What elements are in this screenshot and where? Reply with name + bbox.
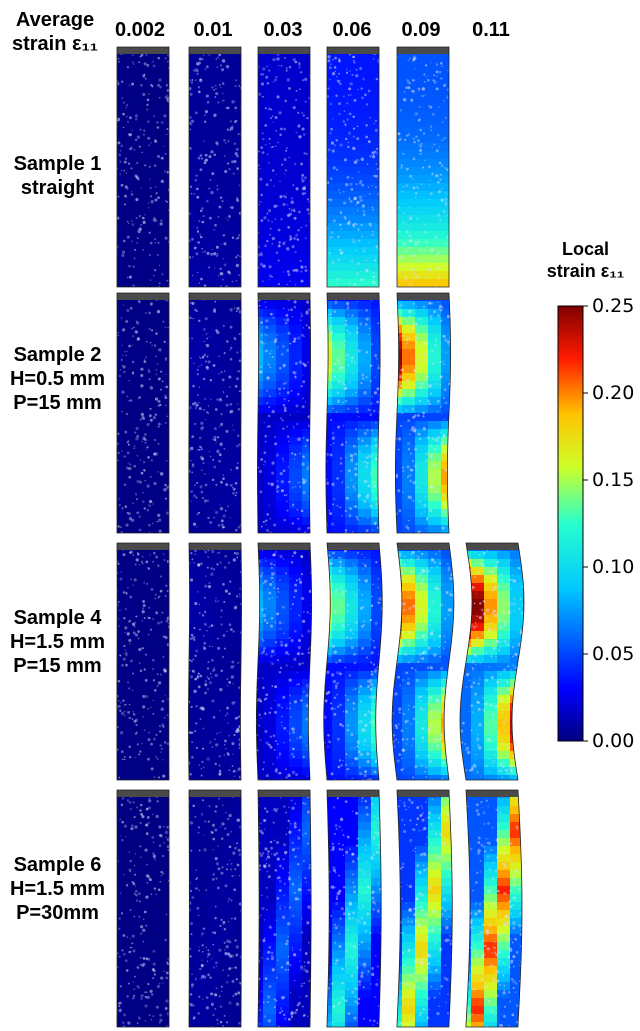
colorbar-tick-label: 0.00 [592, 730, 635, 752]
row-label-line: H=0.5 mm [9, 368, 106, 390]
row-label-line: P=15 mm [13, 392, 102, 414]
colorbar-tick-label: 0.05 [592, 643, 635, 665]
strain-panel [255, 542, 313, 781]
strain-panel [188, 292, 242, 534]
strain-panel [257, 789, 312, 1028]
colorbar-title: Local strain ε₁₁ [538, 238, 633, 282]
colorbar-tick-label: 0.20 [592, 382, 635, 404]
column-label-003: 0.03 [263, 19, 303, 41]
colorbar-title-line2: strain ε₁₁ [546, 261, 625, 281]
strain-panel [116, 292, 170, 534]
strain-panel [188, 46, 242, 288]
column-label-0002: 0.002 [114, 19, 166, 41]
header-title-line1: Average [15, 9, 95, 31]
row-label-sample-1: Sample 1 straight [0, 152, 115, 200]
row-label-line: P=30mm [16, 902, 99, 924]
column-label-009: 0.09 [401, 19, 441, 41]
strain-panel [116, 46, 170, 288]
row-label-line: P=15 mm [13, 655, 102, 677]
header-title: Average strain ε₁₁ [0, 8, 110, 56]
row-label-sample-4: Sample 4 H=1.5 mm P=15 mm [0, 606, 115, 678]
strain-panel [257, 292, 311, 534]
strain-panel [188, 542, 242, 781]
colorbar-title-line1: Local [561, 239, 609, 259]
row-label-line: H=1.5 mm [9, 631, 106, 653]
strain-panel [326, 789, 382, 1028]
strain-panel [116, 542, 170, 781]
strain-panel [396, 46, 450, 288]
colorbar-tick-label: 0.15 [592, 469, 635, 491]
row-label-line: straight [20, 177, 95, 199]
strain-panel [323, 542, 383, 781]
strain-panel [394, 292, 452, 534]
column-label-011: 0.11 [472, 19, 510, 41]
row-label-sample-6: Sample 6 H=1.5 mm P=30mm [0, 853, 115, 925]
column-label-006: 0.06 [332, 19, 372, 41]
column-label-001: 0.01 [193, 19, 233, 41]
header-title-line2: strain ε₁₁ [11, 33, 99, 55]
row-label-line: Sample 4 [13, 607, 102, 629]
strain-panel [188, 789, 242, 1028]
strain-panel [325, 292, 381, 534]
row-label-line: Sample 6 [13, 854, 102, 876]
strain-panel [396, 789, 453, 1028]
row-label-line: Sample 2 [13, 344, 102, 366]
colorbar-gradient [557, 305, 584, 742]
strain-panel [116, 789, 170, 1028]
strain-panel [326, 46, 380, 288]
colorbar-tick-label: 0.10 [592, 556, 635, 578]
colorbar-tick-label: 0.25 [592, 295, 635, 317]
row-label-line: Sample 1 [13, 153, 102, 175]
strain-panel [257, 46, 311, 288]
row-label-sample-2: Sample 2 H=0.5 mm P=15 mm [0, 343, 115, 415]
row-label-line: H=1.5 mm [9, 878, 106, 900]
strain-panel [465, 789, 523, 1028]
